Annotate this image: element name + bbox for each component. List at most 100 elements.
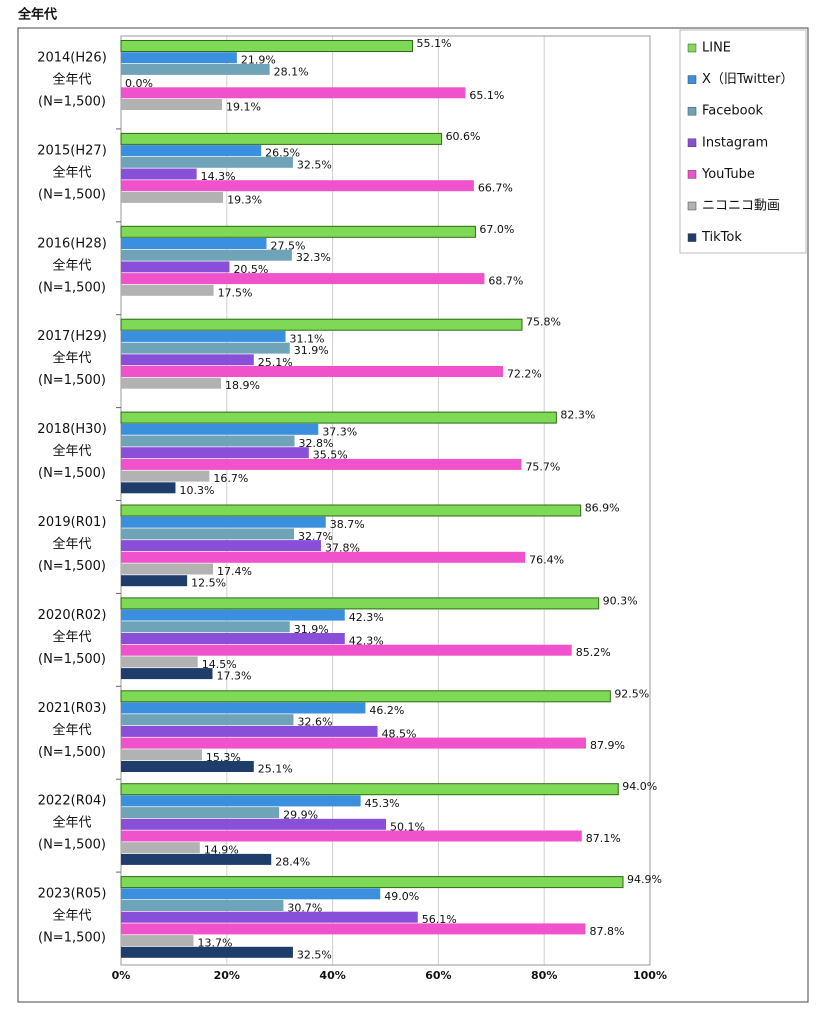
bar (121, 330, 286, 342)
value-label: 32.5% (297, 948, 332, 961)
bar (121, 725, 378, 737)
value-label: 48.5% (382, 727, 417, 740)
value-label: 32.5% (297, 158, 332, 171)
legend-swatch (687, 43, 697, 53)
value-label: 75.7% (525, 460, 560, 473)
value-label: 67.0% (479, 223, 514, 236)
category-label: 2015(H27) (37, 143, 107, 158)
value-label: 68.7% (488, 275, 523, 288)
category-label: 2021(R03) (38, 701, 107, 716)
value-label: 21.9% (241, 54, 276, 67)
bar (121, 273, 485, 285)
bar (121, 482, 176, 494)
category-label: (N=1,500) (38, 559, 106, 574)
bar (121, 830, 582, 842)
chart-title: 全年代 (17, 7, 57, 23)
value-label: 42.3% (349, 611, 384, 624)
value-label: 38.7% (330, 518, 365, 531)
category-label: 全年代 (52, 536, 91, 552)
bar (121, 284, 214, 296)
value-label: 28.1% (274, 65, 309, 78)
bar (121, 575, 188, 587)
value-label: 37.3% (322, 425, 357, 438)
legend-swatch (687, 170, 697, 179)
bar (120, 411, 557, 424)
value-label: 17.4% (217, 565, 252, 578)
value-label: 32.6% (297, 716, 332, 729)
bar (121, 366, 503, 377)
bar (121, 551, 526, 563)
category-label: (N=1,500) (38, 466, 106, 481)
bar (121, 342, 290, 354)
bar (120, 318, 523, 331)
value-label: 13.7% (197, 937, 232, 950)
value-label: 26.5% (265, 147, 300, 160)
frame (17, 27, 809, 1003)
value-label: 25.1% (258, 763, 293, 776)
value-label: 87.8% (589, 925, 624, 938)
bar (121, 458, 522, 470)
bar (121, 540, 321, 552)
value-label: 60.6% (446, 130, 481, 143)
x-tick-label: 60% (425, 969, 451, 982)
value-label: 31.9% (294, 344, 329, 357)
legend-label: ニコニコ動画 (702, 199, 780, 214)
value-label: 65.1% (469, 89, 504, 102)
category-label: (N=1,500) (38, 187, 106, 202)
bar (121, 52, 237, 64)
bar (120, 876, 624, 889)
value-label: 92.5% (614, 687, 649, 700)
value-label: 20.5% (233, 263, 268, 276)
value-label: 17.3% (217, 670, 252, 683)
bar (121, 888, 381, 900)
value-label: 14.3% (201, 170, 236, 183)
bar (120, 225, 476, 238)
bar (121, 853, 272, 865)
value-label: 0.0% (125, 77, 153, 90)
bar (121, 633, 345, 644)
value-label: 17.5% (218, 286, 253, 299)
legend-label: TikTok (701, 230, 742, 245)
category-label: 全年代 (52, 908, 91, 924)
bar (121, 644, 572, 656)
value-label: 32.7% (298, 530, 333, 543)
bar (121, 447, 309, 459)
category-label: 2017(H29) (37, 329, 107, 344)
value-label: 45.3% (365, 797, 400, 810)
legend-box (679, 29, 807, 254)
value-label: 19.1% (226, 101, 261, 114)
legend-label: Facebook (702, 104, 764, 119)
value-label: 32.3% (296, 251, 331, 264)
value-label: 19.3% (227, 193, 262, 206)
value-label: 90.3% (603, 594, 638, 607)
bar (121, 702, 366, 714)
bar (121, 818, 387, 830)
category-label: 2020(R02) (38, 608, 107, 623)
value-label: 75.8% (526, 316, 561, 329)
category-label: 全年代 (52, 443, 91, 459)
value-label: 14.9% (204, 844, 239, 857)
category-label: (N=1,500) (38, 280, 106, 295)
legend-swatch (687, 106, 697, 116)
bar (121, 807, 280, 819)
value-label: 31.9% (294, 623, 329, 636)
value-label: 66.7% (478, 182, 513, 195)
category-label: 2019(R01) (38, 515, 107, 530)
category-label: (N=1,500) (38, 95, 106, 110)
legend-swatch (687, 75, 697, 84)
bar (121, 168, 197, 180)
bar (121, 238, 267, 249)
bar (121, 911, 418, 923)
category-label: (N=1,500) (38, 373, 106, 388)
value-label: 12.5% (191, 577, 226, 590)
value-label: 72.2% (507, 368, 542, 381)
value-label: 46.2% (369, 704, 404, 717)
legend-label: X（旧Twitter） (702, 72, 793, 87)
bar (121, 261, 230, 273)
value-label: 42.3% (349, 635, 384, 648)
bar (121, 99, 223, 110)
category-label: (N=1,500) (38, 931, 106, 946)
value-label: 94.9% (627, 873, 662, 886)
bar (121, 737, 586, 749)
